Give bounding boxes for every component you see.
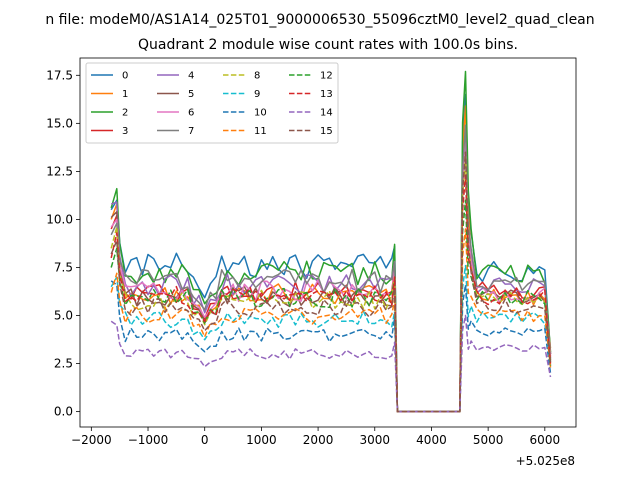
chart-suptitle: n file: modeM0/AS1A14_025T01_9000006530_…: [45, 12, 594, 28]
legend-label-2: 2: [122, 108, 128, 119]
series-line-13: [110, 174, 552, 413]
y-tick-label: 5.0: [54, 309, 73, 323]
series-line-11: [110, 228, 552, 413]
plot-frame: [79, 57, 577, 428]
legend-label-5: 5: [188, 89, 194, 100]
series-line-8: [110, 157, 552, 413]
x-tick-label: 4000: [416, 433, 447, 447]
legend-label-3: 3: [122, 126, 128, 137]
y-tick-label: 12.5: [46, 164, 73, 178]
series-line-12: [110, 199, 552, 413]
x-tick-label: 3000: [359, 433, 390, 447]
legend-label-13: 13: [320, 89, 333, 100]
legend-label-4: 4: [188, 71, 194, 82]
legend-label-10: 10: [254, 108, 267, 119]
x-tick-label: −2000: [71, 433, 112, 447]
y-tick-label: 7.5: [54, 260, 73, 274]
y-tick-label: 0.0: [54, 405, 73, 419]
legend-label-0: 0: [122, 71, 128, 82]
x-offset-label: +5.025e8: [516, 454, 575, 468]
legend-label-14: 14: [320, 108, 333, 119]
series-line-2: [110, 70, 552, 413]
x-tick-label: 1000: [246, 433, 277, 447]
y-tick-label: 17.5: [46, 68, 73, 82]
y-tick-label: 10.0: [46, 212, 73, 226]
legend-label-7: 7: [188, 126, 194, 137]
x-tick-label: 6000: [530, 433, 561, 447]
series-line-10: [110, 280, 552, 413]
series-line-4: [110, 132, 552, 413]
x-axis: −2000 −1000 0 1000 2000 3000 4000 5000 6000: [71, 427, 560, 447]
series-line-14: [110, 314, 552, 413]
series-line-7: [110, 124, 552, 413]
legend-label-12: 12: [320, 71, 333, 82]
series-line-15: [110, 151, 552, 413]
legend-label-15: 15: [320, 126, 333, 137]
plot-lines: [110, 70, 552, 413]
legend-label-9: 9: [254, 89, 260, 100]
legend-frame: [85, 62, 339, 144]
series-line-6: [110, 141, 552, 413]
x-tick-label: 0: [201, 433, 209, 447]
series-line-5: [110, 147, 552, 413]
x-tick-label: 5000: [473, 433, 504, 447]
legend-label-1: 1: [122, 89, 128, 100]
y-tick-label: 2.5: [54, 357, 73, 371]
chart-title: Quadrant 2 module wise count rates with …: [138, 37, 518, 53]
x-tick-label: −1000: [128, 433, 169, 447]
y-axis: 0.0 2.5 5.0 7.5 10.0 12.5 15.0 17.5: [46, 68, 80, 419]
y-tick-label: 15.0: [46, 116, 73, 130]
x-tick-label: 2000: [303, 433, 334, 447]
legend-label-8: 8: [254, 71, 260, 82]
series-line-1: [110, 105, 552, 413]
legend-label-11: 11: [254, 126, 267, 137]
legend-label-6: 6: [188, 108, 194, 119]
